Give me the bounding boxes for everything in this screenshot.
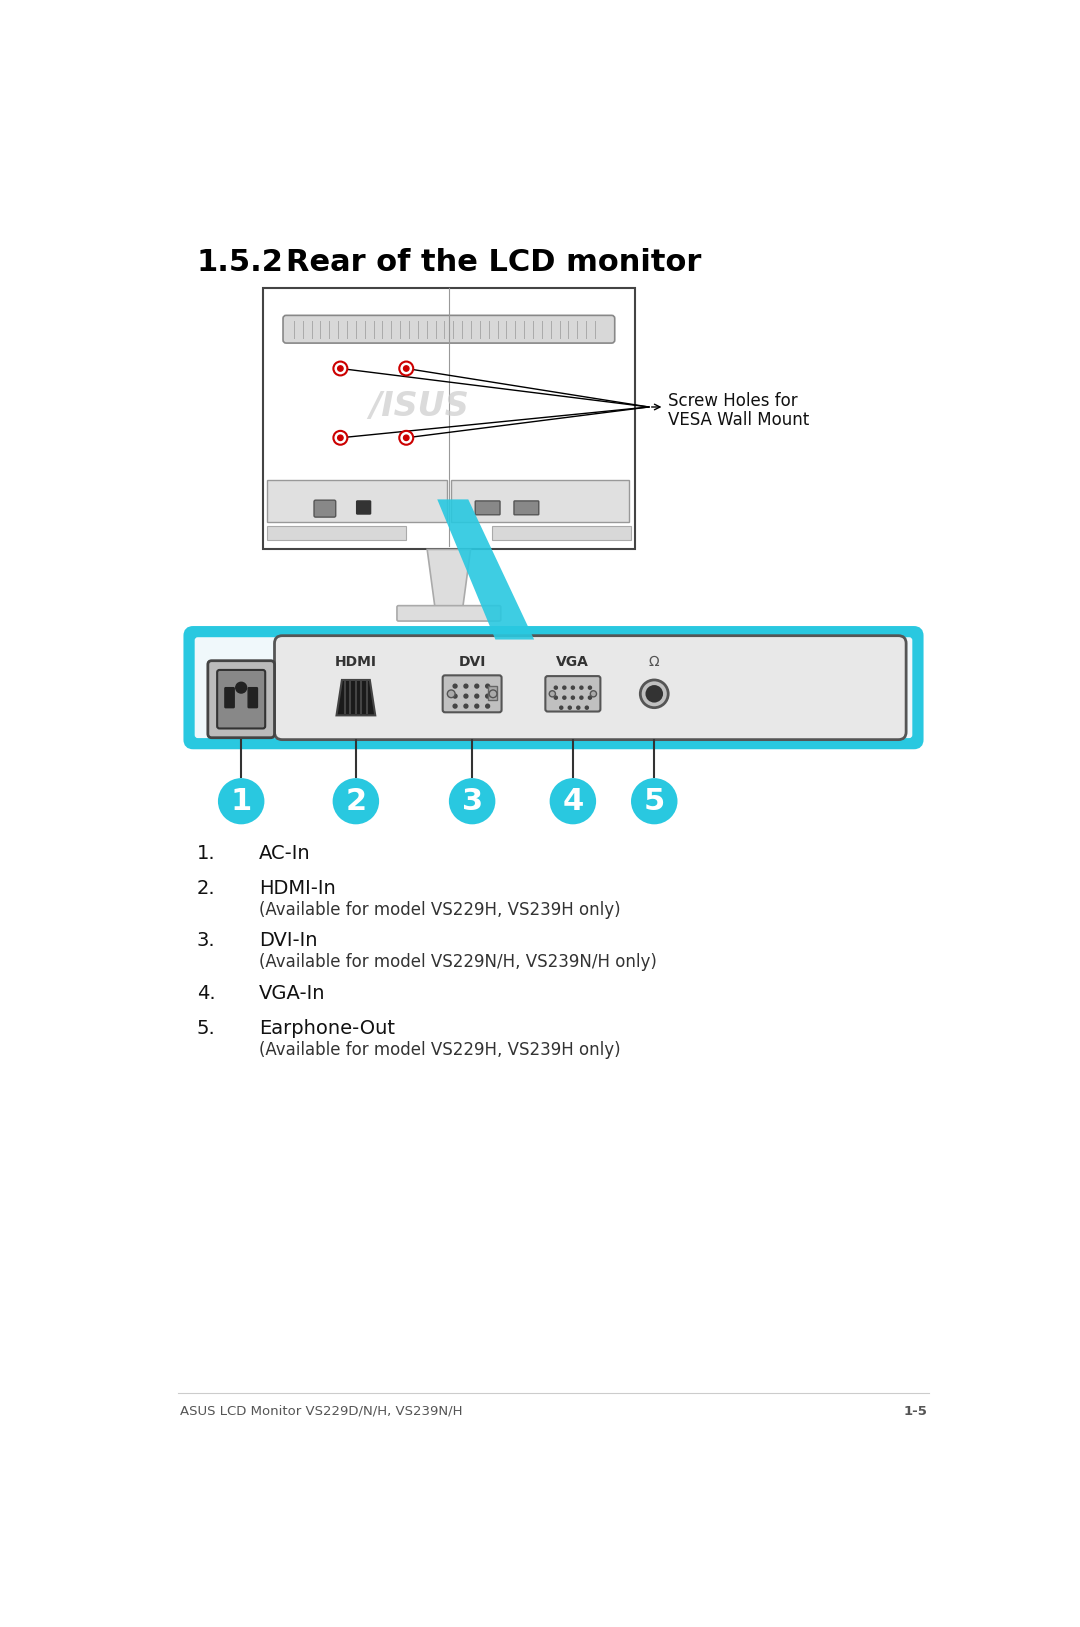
FancyBboxPatch shape bbox=[451, 480, 630, 522]
Polygon shape bbox=[437, 499, 535, 639]
Circle shape bbox=[568, 706, 571, 709]
Circle shape bbox=[454, 685, 457, 688]
Circle shape bbox=[550, 691, 555, 696]
Circle shape bbox=[631, 778, 677, 825]
Circle shape bbox=[475, 695, 478, 698]
FancyBboxPatch shape bbox=[545, 677, 600, 711]
Text: 3.: 3. bbox=[197, 931, 216, 950]
Circle shape bbox=[454, 704, 457, 708]
Text: 2: 2 bbox=[346, 787, 366, 815]
FancyBboxPatch shape bbox=[274, 636, 906, 740]
Circle shape bbox=[400, 431, 414, 444]
FancyBboxPatch shape bbox=[207, 661, 274, 737]
Circle shape bbox=[489, 690, 497, 698]
Circle shape bbox=[563, 687, 566, 690]
Text: HDMI: HDMI bbox=[335, 656, 377, 669]
Text: 5: 5 bbox=[644, 787, 665, 815]
Text: HDMI-In: HDMI-In bbox=[259, 879, 336, 898]
Circle shape bbox=[486, 695, 489, 698]
FancyBboxPatch shape bbox=[262, 288, 635, 550]
FancyBboxPatch shape bbox=[488, 687, 497, 700]
Text: Rear of the LCD monitor: Rear of the LCD monitor bbox=[286, 247, 702, 277]
FancyBboxPatch shape bbox=[283, 316, 615, 343]
Text: /ISUS: /ISUS bbox=[369, 390, 469, 423]
Text: 3: 3 bbox=[461, 787, 483, 815]
Circle shape bbox=[554, 687, 557, 690]
Circle shape bbox=[571, 696, 575, 700]
FancyBboxPatch shape bbox=[267, 480, 446, 522]
Circle shape bbox=[486, 685, 489, 688]
Circle shape bbox=[571, 687, 575, 690]
Circle shape bbox=[464, 704, 468, 708]
Text: Earphone-Out: Earphone-Out bbox=[259, 1019, 395, 1038]
Text: Ω: Ω bbox=[649, 656, 660, 669]
Text: Screw Holes for: Screw Holes for bbox=[669, 392, 798, 410]
Circle shape bbox=[333, 778, 379, 825]
Circle shape bbox=[218, 778, 265, 825]
Circle shape bbox=[559, 706, 563, 709]
Circle shape bbox=[585, 706, 589, 709]
FancyBboxPatch shape bbox=[356, 501, 370, 514]
Circle shape bbox=[338, 366, 343, 371]
Text: (Available for model VS229N/H, VS239N/H only): (Available for model VS229N/H, VS239N/H … bbox=[259, 953, 657, 971]
Text: 1-5: 1-5 bbox=[903, 1404, 927, 1417]
Polygon shape bbox=[337, 680, 375, 716]
Circle shape bbox=[580, 687, 583, 690]
Text: VGA: VGA bbox=[556, 656, 590, 669]
Circle shape bbox=[589, 696, 592, 700]
Circle shape bbox=[580, 696, 583, 700]
Text: VESA Wall Mount: VESA Wall Mount bbox=[669, 412, 809, 430]
Text: 4: 4 bbox=[563, 787, 583, 815]
Circle shape bbox=[334, 361, 348, 376]
Text: AC-In: AC-In bbox=[259, 843, 311, 862]
FancyBboxPatch shape bbox=[194, 638, 913, 739]
Circle shape bbox=[486, 704, 489, 708]
Circle shape bbox=[400, 361, 414, 376]
FancyBboxPatch shape bbox=[514, 501, 539, 514]
Circle shape bbox=[647, 687, 662, 701]
Text: ASUS LCD Monitor VS229D/N/H, VS239N/H: ASUS LCD Monitor VS229D/N/H, VS239N/H bbox=[180, 1404, 462, 1417]
Circle shape bbox=[550, 778, 596, 825]
Circle shape bbox=[554, 696, 557, 700]
Text: (Available for model VS229H, VS239H only): (Available for model VS229H, VS239H only… bbox=[259, 1041, 621, 1059]
Circle shape bbox=[404, 434, 409, 441]
FancyBboxPatch shape bbox=[397, 605, 501, 622]
Circle shape bbox=[475, 685, 478, 688]
FancyBboxPatch shape bbox=[491, 527, 631, 540]
Circle shape bbox=[338, 434, 343, 441]
Polygon shape bbox=[428, 550, 471, 607]
Text: 4.: 4. bbox=[197, 984, 216, 1002]
Text: 1.: 1. bbox=[197, 843, 216, 862]
Text: (Available for model VS229H, VS239H only): (Available for model VS229H, VS239H only… bbox=[259, 901, 621, 919]
Circle shape bbox=[577, 706, 580, 709]
Text: DVI: DVI bbox=[458, 656, 486, 669]
Text: VGA-In: VGA-In bbox=[259, 984, 325, 1002]
Circle shape bbox=[235, 682, 246, 693]
Text: 2.: 2. bbox=[197, 879, 216, 898]
FancyBboxPatch shape bbox=[475, 501, 500, 514]
Circle shape bbox=[589, 687, 592, 690]
FancyBboxPatch shape bbox=[314, 499, 336, 517]
Text: 5.: 5. bbox=[197, 1019, 216, 1038]
FancyBboxPatch shape bbox=[248, 688, 257, 708]
Text: 1.5.2: 1.5.2 bbox=[197, 247, 284, 277]
FancyBboxPatch shape bbox=[225, 688, 234, 708]
Circle shape bbox=[563, 696, 566, 700]
Circle shape bbox=[464, 685, 468, 688]
Circle shape bbox=[447, 690, 455, 698]
Circle shape bbox=[454, 695, 457, 698]
Text: 1: 1 bbox=[230, 787, 252, 815]
FancyBboxPatch shape bbox=[267, 527, 406, 540]
Circle shape bbox=[640, 680, 669, 708]
Circle shape bbox=[334, 431, 348, 444]
Circle shape bbox=[404, 366, 409, 371]
FancyBboxPatch shape bbox=[443, 675, 501, 713]
Circle shape bbox=[591, 691, 596, 696]
Circle shape bbox=[475, 704, 478, 708]
FancyBboxPatch shape bbox=[187, 630, 920, 745]
Text: DVI-In: DVI-In bbox=[259, 931, 318, 950]
Circle shape bbox=[464, 695, 468, 698]
FancyBboxPatch shape bbox=[217, 670, 266, 729]
Circle shape bbox=[449, 778, 496, 825]
